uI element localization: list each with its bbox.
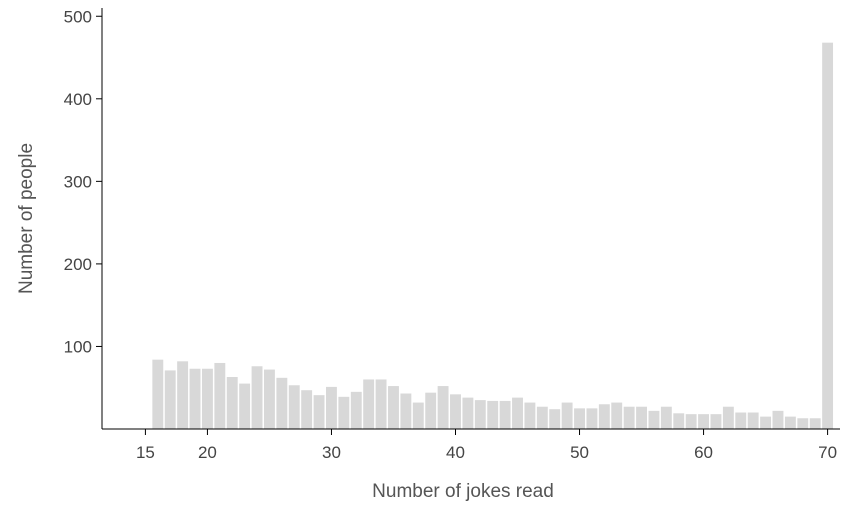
y-tick-label-500: 500 <box>64 7 92 26</box>
x-tick-label-15: 15 <box>136 443 155 462</box>
bar-66 <box>772 410 784 429</box>
bar-52 <box>598 404 610 429</box>
x-tick-label-70: 70 <box>818 443 837 462</box>
bar-53 <box>611 402 623 429</box>
x-tick-label-20: 20 <box>198 443 217 462</box>
y-axis-title: Number of people <box>16 143 37 294</box>
bar-24 <box>251 366 263 429</box>
bar-45 <box>512 397 523 429</box>
bar-69 <box>809 418 821 429</box>
bar-28 <box>301 390 313 429</box>
y-tick-label-300: 300 <box>64 172 92 191</box>
bar-48 <box>549 409 561 429</box>
x-tick-label-40: 40 <box>446 443 465 462</box>
bar-59 <box>685 414 697 429</box>
y-ticks-group: 100 200 300 400 500 <box>64 7 102 356</box>
bar-70 <box>822 42 834 430</box>
bar-60 <box>698 414 710 429</box>
y-tick-label-200: 200 <box>64 255 92 274</box>
bar-54 <box>623 406 635 429</box>
bar-30 <box>326 386 337 429</box>
x-axis-title: Number of jokes read <box>372 481 554 502</box>
bar-18 <box>177 361 189 429</box>
bar-27 <box>288 385 300 429</box>
bar-38 <box>425 392 437 429</box>
bar-62 <box>722 406 734 429</box>
bar-33 <box>363 379 375 429</box>
bar-57 <box>660 406 672 429</box>
bar-56 <box>648 410 660 429</box>
bar-32 <box>350 391 362 429</box>
bar-37 <box>412 402 424 429</box>
bar-55 <box>636 406 647 429</box>
bar-31 <box>338 396 350 429</box>
bar-16 <box>152 359 164 429</box>
bars-group <box>152 42 834 430</box>
bar-19 <box>189 368 201 429</box>
x-tick-label-60: 60 <box>694 443 713 462</box>
bar-25 <box>263 369 275 429</box>
bar-22 <box>226 376 238 429</box>
bar-68 <box>797 418 809 429</box>
bar-47 <box>536 406 548 429</box>
bar-35 <box>388 386 399 429</box>
bar-50 <box>574 408 585 429</box>
bar-23 <box>239 383 251 429</box>
bar-29 <box>313 395 325 429</box>
bar-43 <box>487 400 499 429</box>
bar-61 <box>710 414 722 429</box>
bar-42 <box>474 400 486 429</box>
bar-64 <box>747 412 759 429</box>
bar-26 <box>276 377 288 429</box>
bar-44 <box>499 400 511 429</box>
bar-41 <box>462 397 474 429</box>
bar-39 <box>437 386 449 429</box>
bar-49 <box>561 402 573 429</box>
y-tick-label-400: 400 <box>64 90 92 109</box>
x-ticks-group: 15 20 30 40 50 60 70 <box>136 429 837 462</box>
bar-46 <box>524 402 536 429</box>
x-tick-label-30: 30 <box>322 443 341 462</box>
bar-34 <box>375 379 387 429</box>
bar-51 <box>586 408 598 429</box>
bar-17 <box>164 370 176 429</box>
bar-20 <box>201 368 213 429</box>
bar-63 <box>735 412 747 429</box>
bar-21 <box>214 362 226 429</box>
bar-40 <box>450 394 461 429</box>
y-tick-label-100: 100 <box>64 337 92 356</box>
bar-67 <box>784 416 796 429</box>
bar-58 <box>673 413 685 429</box>
bar-36 <box>400 393 412 429</box>
x-tick-label-50: 50 <box>570 443 589 462</box>
bar-65 <box>760 416 772 429</box>
